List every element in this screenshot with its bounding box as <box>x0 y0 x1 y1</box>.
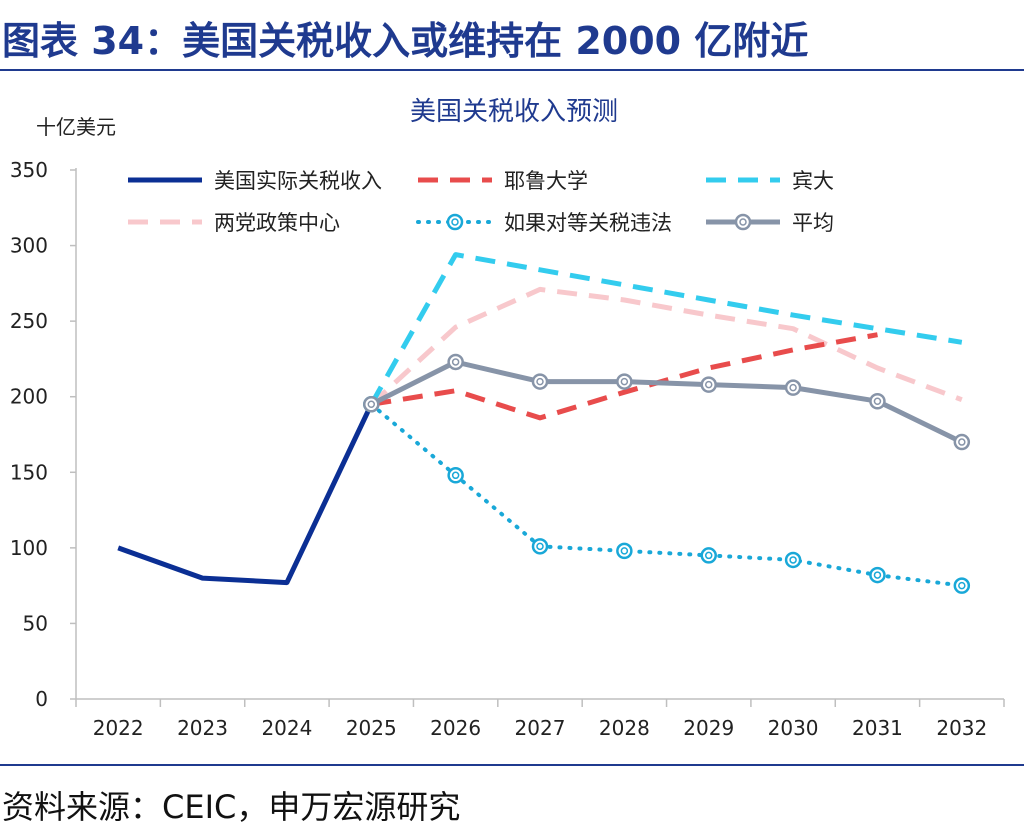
x-tick-label: 2022 <box>93 716 144 740</box>
legend-label: 两党政策中心 <box>214 211 340 235</box>
marker-dot <box>536 377 544 386</box>
line-chart: 美国关税收入预测 十亿美元 0 50 100 150 200 250 300 350 2022 2… <box>10 97 1005 740</box>
marker-dot <box>451 471 460 480</box>
legend-item-illegal: 如果对等关税违法 <box>416 211 672 235</box>
y-tick-label: 350 <box>10 158 48 182</box>
marker-dot <box>367 400 376 409</box>
marker-ring <box>869 392 886 410</box>
marker-ring <box>784 379 802 396</box>
data-point-illegal <box>953 577 971 594</box>
source-note: 资料来源：CEIC，申万宏源研究 <box>2 788 461 826</box>
x-tick-label: 2026 <box>430 716 481 740</box>
x-tick-label: 2023 <box>177 716 228 740</box>
data-point-illegal <box>531 538 549 555</box>
legend-label: 耶鲁大学 <box>504 169 588 193</box>
legend-marker <box>734 213 752 231</box>
marker-ring <box>616 542 633 560</box>
data-point-average <box>784 379 802 396</box>
legend-item-bipartisan: 两党政策中心 <box>128 211 340 235</box>
marker-ring <box>616 373 633 390</box>
title-rule <box>0 69 1024 71</box>
legend-item-yale: 耶鲁大学 <box>418 169 588 193</box>
legend-label: 如果对等关税违法 <box>504 211 672 235</box>
data-point-average <box>531 373 549 390</box>
chart-title: 美国关税收入预测 <box>410 97 618 127</box>
marker-ring <box>531 373 549 390</box>
data-point-average <box>869 392 886 410</box>
series-lines <box>117 252 964 588</box>
y-tick-label: 250 <box>10 309 48 333</box>
marker-ring <box>700 547 717 564</box>
marker-dot <box>620 377 629 386</box>
data-point-average <box>953 433 971 451</box>
marker-dot <box>620 547 629 555</box>
marker-ring <box>700 376 717 393</box>
y-tick-label: 150 <box>10 460 48 484</box>
legend-marker <box>446 213 464 231</box>
series-line-average <box>370 359 963 445</box>
legend-marker-dot <box>451 218 459 226</box>
x-tick-label: 2030 <box>768 716 819 740</box>
data-point-average <box>700 376 717 393</box>
data-point-illegal <box>700 547 717 564</box>
marker-ring <box>447 467 464 484</box>
data-point-illegal <box>869 566 886 584</box>
x-tick-label: 2032 <box>936 716 987 740</box>
legend-item-average: 平均 <box>706 211 834 235</box>
x-tick-label: 2031 <box>852 716 903 740</box>
data-point-illegal <box>616 542 633 560</box>
marker-ring <box>531 538 549 555</box>
y-tick-label: 100 <box>10 536 48 560</box>
marker-dot <box>958 438 966 446</box>
marker-dot <box>451 358 460 366</box>
x-tick-label: 2028 <box>599 716 650 740</box>
marker-ring <box>363 396 380 413</box>
series-line-illegal <box>369 402 964 588</box>
source-rule <box>0 764 1024 766</box>
figure-title: 图表 34：美国关税收入或维持在 2000 亿附近 <box>2 19 809 63</box>
data-point-average <box>616 373 633 390</box>
legend-item-penn: 宾大 <box>706 169 834 193</box>
marker-dot <box>958 581 966 590</box>
data-point-illegal <box>784 551 802 569</box>
legend-marker-dot <box>739 218 747 226</box>
legend-label: 宾大 <box>792 169 834 193</box>
marker-dot <box>873 397 882 405</box>
marker-ring <box>953 577 971 594</box>
marker-ring <box>953 433 971 451</box>
marker-dot <box>789 556 797 564</box>
marker-dot <box>704 380 713 389</box>
y-tick-label: 50 <box>23 611 48 635</box>
legend-item-actual: 美国实际关税收入 <box>128 169 382 193</box>
legend-label: 平均 <box>792 211 834 235</box>
marker-dot <box>873 571 882 579</box>
x-tick-label: 2025 <box>346 716 397 740</box>
x-tick-label: 2024 <box>261 716 312 740</box>
series-line-yale <box>370 332 878 421</box>
marker-ring <box>447 353 464 371</box>
marker-dot <box>536 542 544 551</box>
x-tick-label: 2029 <box>683 716 734 740</box>
data-point-average <box>363 396 380 413</box>
legend-label: 美国实际关税收入 <box>214 169 382 193</box>
series-line-bipartisan <box>369 286 963 407</box>
x-tick-label: 2027 <box>515 716 566 740</box>
axes: 0 50 100 150 200 250 300 350 2022 2023 2024 2025 202… <box>10 158 1005 740</box>
marker-ring <box>784 551 802 569</box>
marker-ring <box>869 566 886 584</box>
y-tick-label: 200 <box>10 385 48 409</box>
marker-dot <box>704 551 713 560</box>
series-markers <box>363 353 971 594</box>
marker-dot <box>789 383 797 392</box>
series-line-actual <box>117 403 374 586</box>
y-tick-label: 300 <box>10 234 48 258</box>
y-axis-label: 十亿美元 <box>36 115 116 139</box>
data-point-average <box>447 353 464 371</box>
series-line-penn <box>369 252 963 406</box>
data-point-illegal <box>447 467 464 484</box>
y-tick-label: 0 <box>35 687 48 711</box>
